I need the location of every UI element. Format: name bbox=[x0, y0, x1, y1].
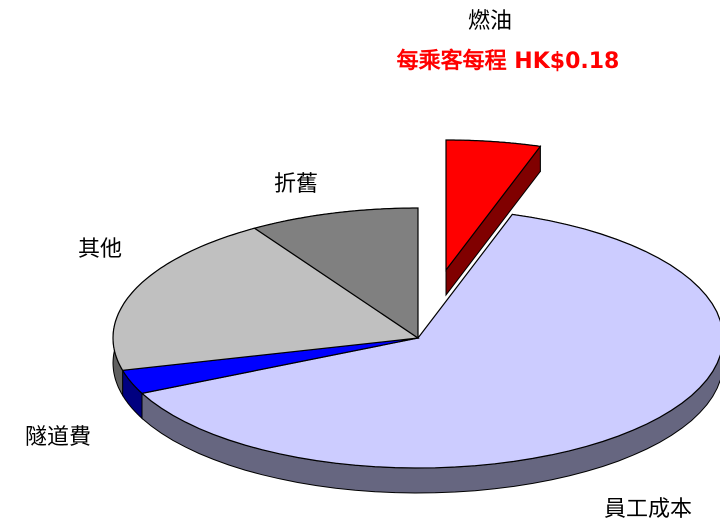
annotation: 每乘客每程 HK$0.18 bbox=[397, 48, 620, 74]
slice-label: 燃油 bbox=[468, 9, 512, 34]
slice-label: 隧道費 bbox=[25, 425, 91, 450]
slice bbox=[253, 207, 419, 340]
slice bbox=[445, 139, 542, 272]
slice bbox=[140, 213, 720, 469]
slice-label: 其他 bbox=[78, 237, 122, 262]
slice bbox=[121, 337, 419, 395]
slice bbox=[112, 227, 420, 371]
slice-label: 員工成本 bbox=[604, 497, 692, 522]
slice-label: 折舊 bbox=[274, 172, 318, 197]
